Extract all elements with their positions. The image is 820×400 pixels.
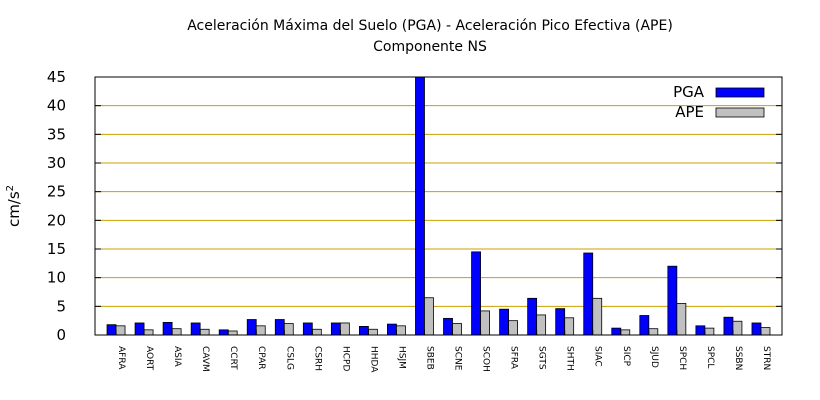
bar-ape-sbeb (424, 297, 434, 336)
bar-pga-sbeb (415, 76, 425, 336)
y-axis-ticks: 0 5 10 15 20 25 30 35 40 45 (47, 68, 782, 344)
bar-pga-cpar (246, 319, 257, 336)
bar-ape-spch (676, 303, 687, 336)
bar-pga-spcl (695, 325, 706, 336)
bar-pga-scoh (471, 251, 481, 336)
bar-ape-csrh (311, 328, 322, 336)
bar-pga-aort (134, 322, 145, 336)
x-tick-label: SICP (621, 346, 631, 367)
x-tick-label: SGTS (537, 346, 547, 370)
x-tick-label: HHDA (368, 346, 378, 373)
bar-ape-aort (143, 329, 154, 336)
x-tick-label: CSRH (312, 346, 322, 371)
bar-pga-sgts (527, 297, 538, 336)
bar-pga-cslg (274, 319, 285, 336)
legend: PGA APE (673, 83, 765, 121)
chart-subtitle: Componente NS (373, 39, 487, 55)
y-tick-label: 10 (47, 269, 66, 287)
y-tick-label: 40 (47, 97, 66, 115)
bar-pga-sfra (499, 308, 510, 336)
bar-pga-cavm (190, 322, 201, 336)
x-tick-label: STRN (761, 346, 771, 370)
bar-pga-ccrt (218, 329, 229, 336)
bar-pga-hhda (358, 325, 369, 336)
bar-pga-scne (443, 317, 453, 336)
x-tick-label: CPAR (256, 346, 266, 370)
legend-swatch-pga (715, 87, 765, 98)
x-tick-label: ASIA (172, 346, 182, 368)
y-tick-label: 15 (47, 240, 66, 258)
y-tick-label: 45 (47, 68, 66, 86)
y-axis-label: cm/s2 (5, 185, 23, 227)
bar-pga-shth (555, 308, 566, 336)
x-tick-label: HSJM (396, 346, 406, 369)
legend-swatch-ape (715, 107, 765, 118)
y-tick-label: 5 (56, 297, 66, 315)
legend-label-ape: APE (675, 103, 704, 121)
bar-pga-sicp (611, 327, 622, 336)
x-tick-label: HCPD (340, 346, 350, 371)
bar-pga-strn (751, 322, 762, 336)
x-axis-tick-labels: AFRA AORT ASIA CAVM CCRT CPAR CSLG CSRH HCPD HHDA… (115, 330, 771, 373)
x-tick-label: AFRA (116, 346, 126, 370)
bar-pga-siac (583, 252, 594, 336)
x-tick-label: SPCH (677, 346, 687, 370)
bar-ape-cavm (199, 328, 210, 336)
bar-ape-sgts (536, 314, 547, 336)
bar-pga-afra (106, 324, 117, 336)
y-tick-label: 35 (47, 125, 66, 143)
bar-pga-spch (667, 265, 678, 336)
bar-ape-cslg (283, 323, 294, 336)
bar-ape-ssbn (732, 320, 743, 336)
plot-frame (94, 76, 783, 336)
bar-ape-asia (171, 328, 182, 336)
chart-title: Aceleración Máxima del Suelo (PGA) - Ace… (187, 18, 673, 34)
bar-ape-afra (115, 325, 126, 336)
bar-ape-cpar (255, 325, 266, 336)
bar-ape-shth (564, 317, 575, 336)
y-tick-label: 25 (47, 183, 66, 201)
legend-label-pga: PGA (673, 83, 705, 101)
bar-ape-sjud (648, 328, 659, 336)
y-tick-label: 0 (56, 326, 66, 344)
bars (106, 76, 771, 336)
bar-ape-spcl (704, 327, 715, 336)
x-tick-label: SIAC (593, 346, 603, 367)
x-tick-label: CCRT (228, 346, 238, 370)
gridlines (95, 105, 782, 307)
x-tick-label: SHTH (565, 346, 575, 371)
bar-ape-sicp (620, 329, 631, 336)
x-tick-label: SPCL (705, 346, 715, 368)
bar-ape-ccrt (227, 330, 238, 336)
x-tick-label: SSBN (733, 346, 743, 370)
bar-pga-hsjm (387, 323, 397, 336)
y-axis-label-superscript: 2 (5, 185, 16, 191)
bar-pga-asia (162, 321, 173, 336)
x-tick-label: SFRA (509, 346, 519, 370)
y-tick-label: 20 (47, 211, 66, 229)
x-tick-label: SJUD (649, 346, 659, 368)
bar-ape-hcpd (339, 322, 350, 336)
bar-ape-sfra (508, 320, 519, 336)
bar-ape-strn (760, 327, 771, 336)
bar-pga-csrh (302, 322, 313, 336)
y-axis-label-base: cm/s (5, 191, 23, 227)
bar-pga-sjud (639, 315, 650, 336)
y-tick-label: 30 (47, 154, 66, 172)
x-tick-label: SBEB (424, 346, 434, 370)
x-tick-label: AORT (144, 346, 154, 371)
x-tick-label: CAVM (200, 346, 210, 372)
x-tick-label: CSLG (284, 346, 294, 370)
bar-ape-hsjm (396, 325, 406, 336)
x-tick-label: SCNE (453, 346, 463, 371)
bar-pga-ssbn (723, 316, 734, 336)
bar-ape-scoh (480, 310, 490, 336)
x-tick-label: SCOH (481, 346, 491, 372)
bar-ape-siac (592, 297, 603, 336)
bar-ape-hhda (367, 328, 378, 336)
bar-pga-hcpd (330, 322, 341, 336)
bar-ape-scne (452, 323, 462, 336)
